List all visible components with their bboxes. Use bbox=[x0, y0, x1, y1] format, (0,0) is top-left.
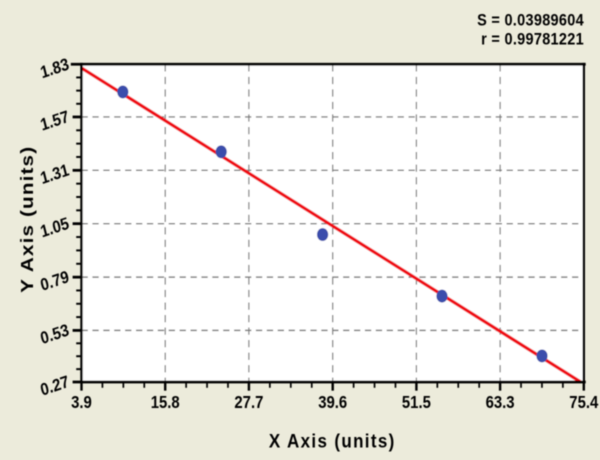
svg-text:39.6: 39.6 bbox=[318, 393, 347, 412]
svg-text:51.5: 51.5 bbox=[402, 393, 431, 412]
svg-text:63.3: 63.3 bbox=[486, 393, 515, 412]
svg-text:27.7: 27.7 bbox=[234, 393, 263, 412]
svg-text:15.8: 15.8 bbox=[151, 393, 180, 412]
svg-text:r = 0.99781221: r = 0.99781221 bbox=[481, 31, 584, 49]
svg-text:X Axis (units): X Axis (units) bbox=[269, 430, 396, 452]
svg-text:Y Axis (units): Y Axis (units) bbox=[17, 146, 37, 293]
svg-text:3.9: 3.9 bbox=[71, 393, 92, 412]
svg-text:S = 0.03989604: S = 0.03989604 bbox=[477, 12, 584, 30]
svg-text:75.4: 75.4 bbox=[569, 393, 598, 412]
